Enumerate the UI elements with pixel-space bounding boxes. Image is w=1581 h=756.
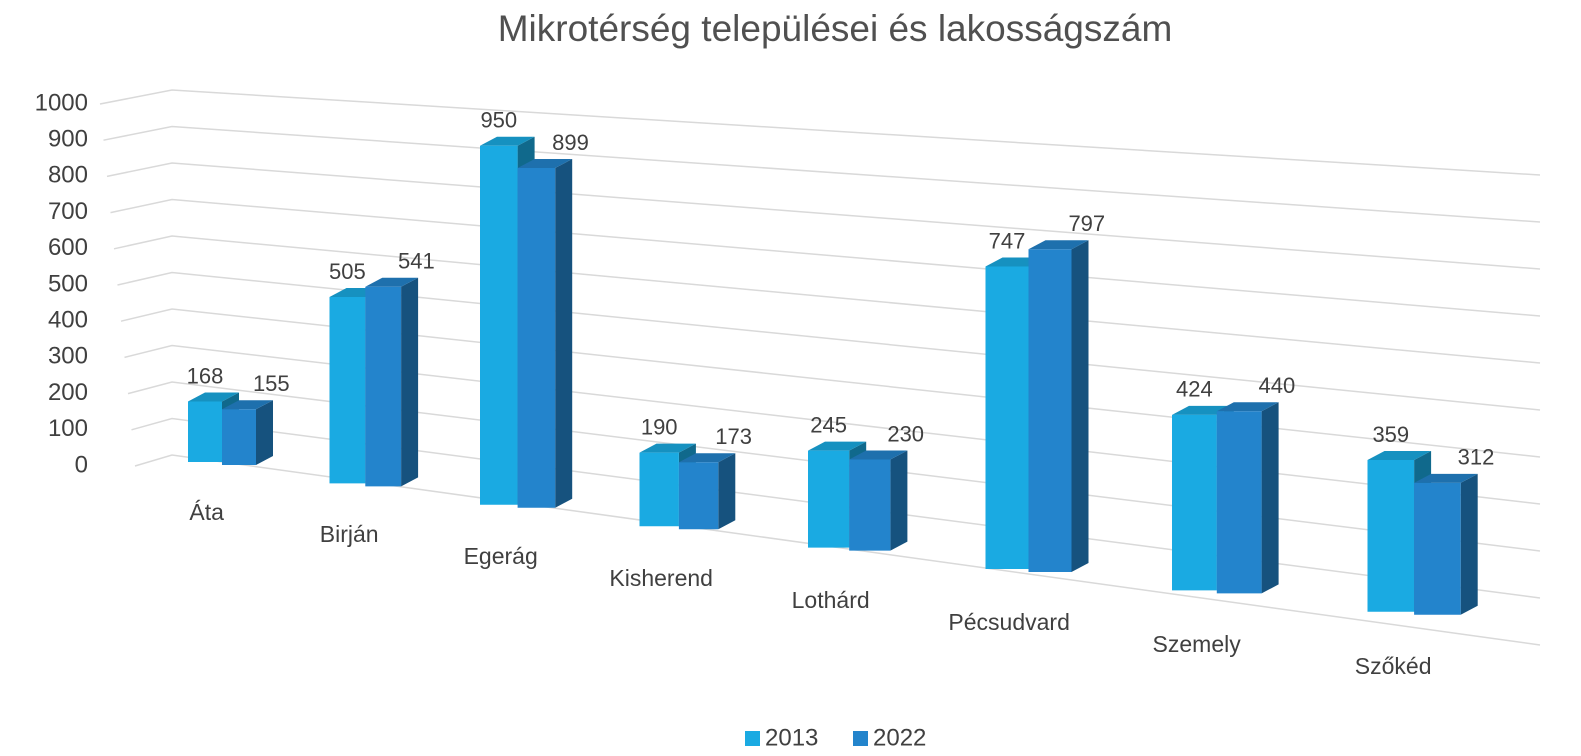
bar-side xyxy=(256,400,273,465)
data-label: 440 xyxy=(1259,373,1296,398)
data-label: 230 xyxy=(887,421,924,446)
bar xyxy=(678,453,736,530)
bar xyxy=(1414,473,1478,615)
x-tick-label: Lothárd xyxy=(792,587,870,613)
bar xyxy=(849,450,908,551)
bar-front xyxy=(517,167,556,508)
bar-side xyxy=(401,277,419,487)
chart-title: Mikrotérség települései és lakosságszám xyxy=(498,8,1173,49)
legend-swatch xyxy=(745,731,760,746)
data-label: 168 xyxy=(187,363,224,388)
bar-top xyxy=(480,136,535,146)
data-label: 797 xyxy=(1068,211,1105,236)
bar-top xyxy=(678,453,736,463)
bar-front xyxy=(985,266,1029,569)
bar-top xyxy=(849,450,908,460)
bar-top xyxy=(1367,450,1432,460)
bar-top xyxy=(517,158,573,168)
x-tick-label: Kisherend xyxy=(609,565,713,591)
y-tick-label: 0 xyxy=(75,451,88,478)
bar-front xyxy=(1028,249,1072,572)
y-tick-label: 400 xyxy=(48,307,88,334)
grid-line xyxy=(134,454,1541,646)
grid-line xyxy=(103,125,1541,223)
bar-side xyxy=(1071,240,1089,572)
bar-top xyxy=(365,277,419,287)
legend-swatch xyxy=(853,731,868,746)
bar-side xyxy=(890,450,908,551)
bar-front xyxy=(329,297,366,484)
bar-front xyxy=(678,462,719,530)
y-tick-label: 1000 xyxy=(35,89,88,116)
y-tick-label: 800 xyxy=(48,162,88,189)
x-tick-label: Szőkéd xyxy=(1355,653,1432,679)
bar-front xyxy=(639,452,679,527)
bar xyxy=(1216,402,1279,594)
bar-front xyxy=(222,409,256,465)
bar-side xyxy=(718,453,736,530)
x-tick-label: Pécsudvard xyxy=(948,609,1069,635)
bar-top xyxy=(1414,473,1478,483)
x-tick-label: Birján xyxy=(320,521,379,547)
bar-side xyxy=(555,158,573,508)
data-label: 541 xyxy=(398,249,435,274)
data-label: 424 xyxy=(1176,377,1213,402)
x-tick-label: Egerág xyxy=(464,543,538,569)
bar-side xyxy=(1460,473,1478,615)
y-tick-label: 200 xyxy=(48,379,88,406)
grid-line xyxy=(99,89,1541,176)
data-label: 173 xyxy=(715,424,752,449)
y-tick-label: 300 xyxy=(48,343,88,370)
data-label: 190 xyxy=(641,414,678,439)
bar-top xyxy=(808,441,867,451)
bar-front xyxy=(365,286,402,487)
bar-front xyxy=(1367,459,1415,612)
bar-front xyxy=(1172,414,1217,591)
bar xyxy=(365,277,419,487)
bar-front xyxy=(480,145,518,505)
legend-label: 2022 xyxy=(873,724,926,751)
bar-top xyxy=(188,392,239,402)
bar-side xyxy=(1261,402,1279,594)
data-label: 359 xyxy=(1372,422,1409,447)
y-tick-label: 700 xyxy=(48,198,88,225)
data-label: 950 xyxy=(480,108,517,133)
data-label: 245 xyxy=(810,412,847,437)
bar-top xyxy=(1028,240,1089,250)
bar-top xyxy=(639,443,696,453)
grid-line xyxy=(106,162,1541,270)
y-tick-label: 600 xyxy=(48,234,88,261)
bar-front xyxy=(188,401,222,462)
data-label: 155 xyxy=(253,371,290,396)
data-label: 899 xyxy=(552,130,589,155)
data-label: 505 xyxy=(329,259,366,284)
x-tick-label: Szemely xyxy=(1153,631,1242,657)
legend-label: 2013 xyxy=(765,724,818,751)
bar-front xyxy=(1414,482,1461,615)
bar-top xyxy=(1216,402,1279,412)
y-tick-label: 100 xyxy=(48,415,88,442)
y-tick-label: 900 xyxy=(48,126,88,153)
x-tick-label: Áta xyxy=(189,499,224,525)
grid-line xyxy=(110,198,1541,317)
y-tick-label: 500 xyxy=(48,270,88,297)
bar-front xyxy=(808,450,850,548)
data-label: 747 xyxy=(989,228,1026,253)
data-label: 312 xyxy=(1458,445,1495,470)
bar-top xyxy=(222,400,273,410)
bar xyxy=(517,158,573,508)
bar xyxy=(222,400,273,465)
bar-front xyxy=(1216,411,1262,594)
bar-front xyxy=(849,459,891,551)
bar xyxy=(1028,240,1089,572)
